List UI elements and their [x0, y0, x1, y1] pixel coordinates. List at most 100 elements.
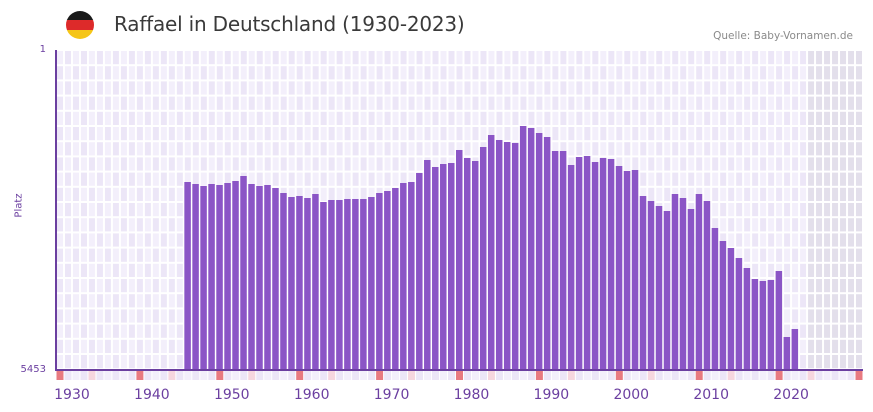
bar-1968[interactable] — [360, 199, 367, 370]
bar-1948[interactable] — [200, 186, 207, 370]
bar-1994[interactable] — [567, 165, 575, 370]
bar-1986[interactable] — [503, 142, 511, 370]
bar-2015[interactable] — [735, 258, 743, 370]
bar-2000[interactable] — [615, 166, 623, 370]
bar-2022[interactable] — [791, 329, 799, 370]
bar-2002[interactable] — [631, 170, 639, 370]
bar-1970[interactable] — [376, 193, 383, 370]
bar-1991[interactable] — [543, 137, 551, 370]
bar-1977[interactable] — [432, 167, 439, 370]
bar-1979[interactable] — [448, 163, 455, 370]
bar-2012[interactable] — [711, 228, 719, 370]
x-tick-1930: 1930 — [54, 387, 90, 403]
bar-1961[interactable] — [304, 198, 311, 370]
bar-1999[interactable] — [607, 159, 615, 370]
bar-1998[interactable] — [599, 158, 607, 370]
bar-1982[interactable] — [471, 161, 479, 370]
bar-2020[interactable] — [775, 271, 783, 370]
x-tick-1960: 1960 — [293, 387, 330, 403]
decade-markers — [56, 371, 863, 380]
bar-2004[interactable] — [647, 201, 655, 370]
flag-stripe-black — [66, 11, 94, 21]
bar-1976[interactable] — [424, 160, 431, 370]
bar-1975[interactable] — [416, 173, 423, 370]
y-axis-label: Platz — [13, 193, 25, 218]
bar-1947[interactable] — [192, 184, 199, 370]
flag-stripe-gold — [66, 29, 94, 39]
bar-1985[interactable] — [495, 140, 503, 370]
bar-1972[interactable] — [392, 188, 399, 370]
bar-2006[interactable] — [663, 211, 671, 370]
bar-1996[interactable] — [583, 156, 591, 370]
bar-1978[interactable] — [440, 164, 447, 370]
x-tick-1950: 1950 — [213, 387, 250, 403]
chart-title: Raffael in Deutschland (1930-2023) — [114, 12, 465, 36]
source-link[interactable]: Quelle: Baby-Vornamen.de — [713, 30, 853, 42]
x-tick-2020: 2020 — [773, 387, 809, 403]
bar-1963[interactable] — [320, 202, 327, 370]
bar-2009[interactable] — [687, 209, 695, 370]
x-tick-2010: 2010 — [693, 387, 730, 403]
bar-1955[interactable] — [256, 186, 263, 370]
bar-1959[interactable] — [288, 197, 295, 370]
germany-flag-icon — [66, 11, 94, 39]
bar-2019[interactable] — [767, 280, 775, 370]
bar-1965[interactable] — [336, 200, 343, 370]
bar-1946[interactable] — [184, 182, 191, 370]
chart-plot-area — [56, 50, 863, 370]
bar-1951[interactable] — [224, 183, 231, 370]
bar-chart — [57, 51, 862, 370]
bar-1980[interactable] — [456, 150, 463, 370]
bar-1960[interactable] — [296, 196, 303, 370]
bar-2013[interactable] — [719, 241, 727, 370]
bar-2010[interactable] — [695, 194, 703, 370]
y-tick-top: 1 — [39, 44, 46, 55]
x-tick-2000: 2000 — [613, 387, 650, 403]
bar-1983[interactable] — [479, 147, 487, 370]
bar-1950[interactable] — [216, 185, 223, 370]
bar-2017[interactable] — [751, 279, 759, 370]
bar-1962[interactable] — [312, 194, 319, 370]
bar-1952[interactable] — [232, 181, 239, 370]
bar-2005[interactable] — [655, 206, 663, 370]
bar-1958[interactable] — [280, 193, 287, 370]
bar-2014[interactable] — [727, 248, 735, 370]
bar-1953[interactable] — [240, 176, 247, 370]
bar-2016[interactable] — [743, 268, 751, 370]
bar-1949[interactable] — [208, 184, 215, 370]
bar-1967[interactable] — [352, 199, 359, 370]
x-axis-line — [55, 369, 863, 371]
x-tick-1980: 1980 — [453, 387, 490, 403]
bar-1989[interactable] — [527, 128, 535, 370]
bar-1964[interactable] — [328, 200, 335, 370]
bar-1957[interactable] — [272, 188, 279, 370]
bar-1995[interactable] — [575, 157, 583, 370]
bar-1993[interactable] — [559, 151, 567, 370]
y-axis-line — [55, 50, 57, 371]
bar-1954[interactable] — [248, 184, 255, 370]
y-tick-bottom: 5453 — [20, 364, 46, 375]
bar-1966[interactable] — [344, 199, 351, 370]
bar-1969[interactable] — [368, 197, 375, 370]
bar-1988[interactable] — [519, 126, 527, 370]
bar-1987[interactable] — [511, 143, 519, 370]
bar-2007[interactable] — [671, 194, 679, 370]
bar-2018[interactable] — [759, 281, 767, 370]
bar-1971[interactable] — [384, 191, 391, 370]
bar-2021[interactable] — [783, 337, 791, 370]
bar-2003[interactable] — [639, 196, 647, 370]
bar-1981[interactable] — [463, 158, 471, 370]
bar-1997[interactable] — [591, 162, 599, 370]
bar-1973[interactable] — [400, 183, 407, 370]
bar-2011[interactable] — [703, 201, 711, 370]
bar-2001[interactable] — [623, 171, 631, 370]
x-tick-1990: 1990 — [533, 387, 570, 403]
bar-1974[interactable] — [408, 182, 415, 370]
flag-stripe-red — [66, 20, 94, 30]
bar-2008[interactable] — [679, 198, 687, 370]
x-tick-1940: 1940 — [134, 387, 170, 403]
bar-1990[interactable] — [535, 133, 543, 370]
bar-1984[interactable] — [487, 135, 495, 370]
bar-1992[interactable] — [551, 151, 559, 370]
bar-1956[interactable] — [264, 185, 271, 370]
